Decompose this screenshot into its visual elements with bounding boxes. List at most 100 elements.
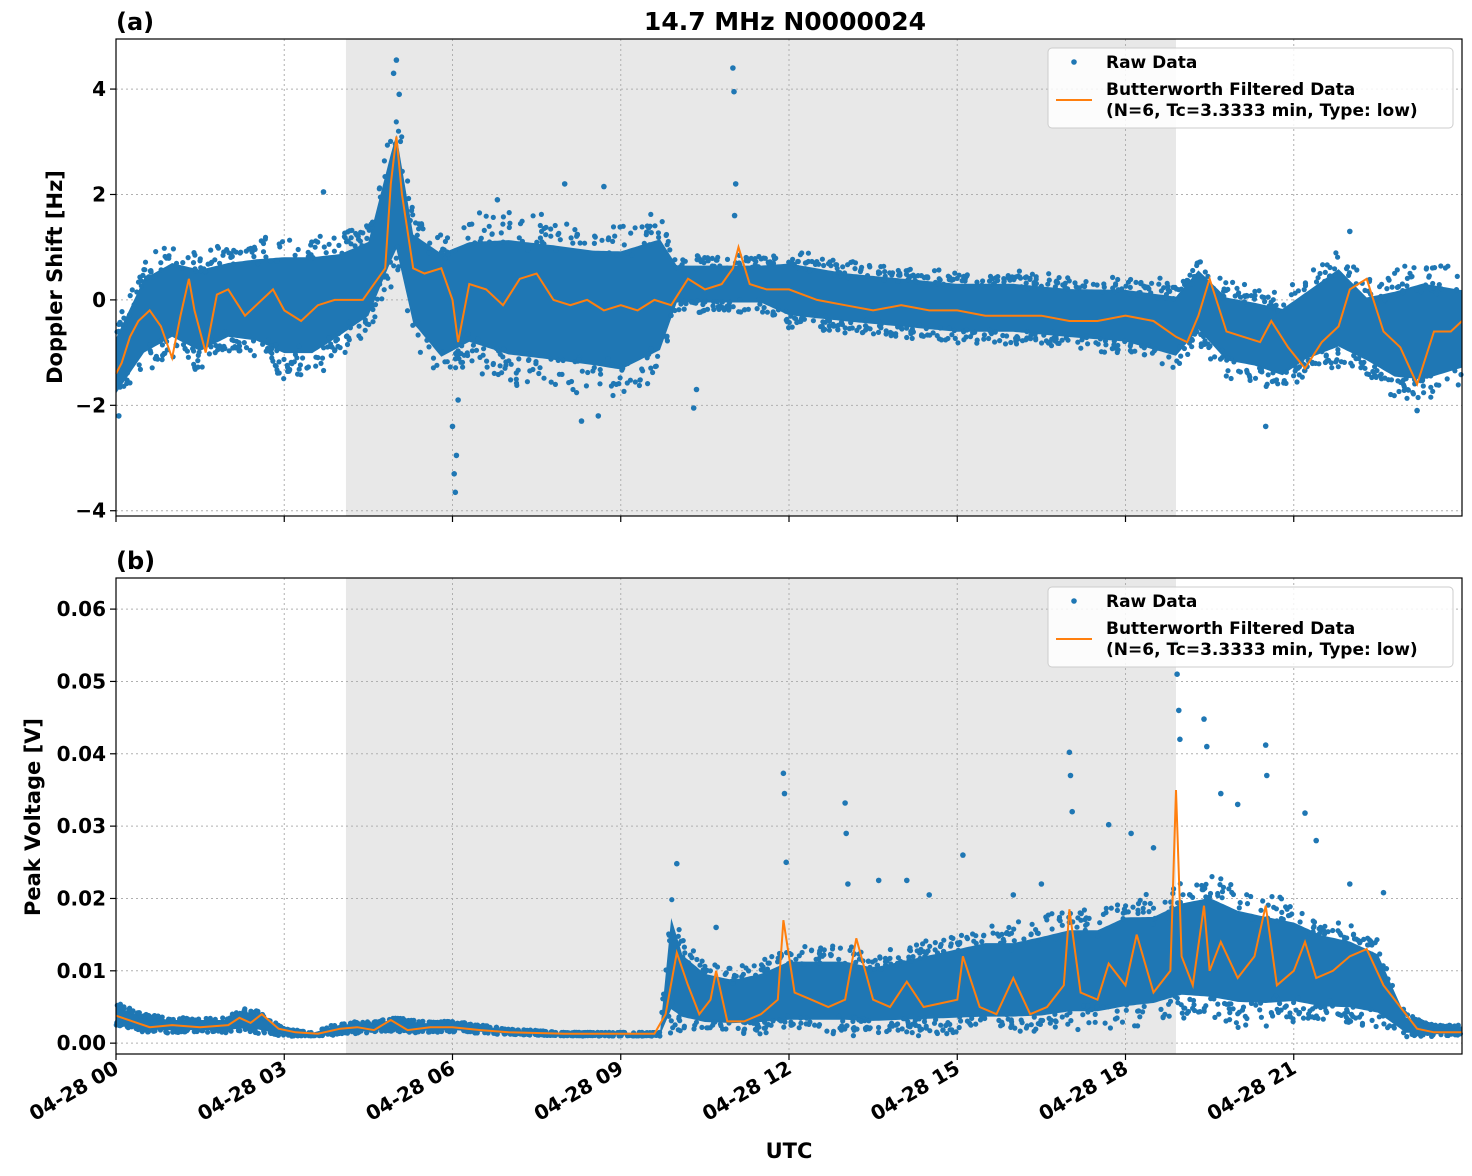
raw-data-point [491,370,497,376]
raw-data-point [1135,292,1141,298]
raw-data-point [741,1030,747,1036]
raw-data-point [1164,280,1170,286]
raw-data-point [497,363,503,369]
raw-data-point [830,943,836,949]
raw-data-point [492,240,498,247]
raw-data-point [1414,287,1420,293]
raw-data-point [158,267,164,273]
raw-data-point [1416,1017,1422,1023]
raw-data-point [802,944,808,950]
raw-data-point [1105,1004,1111,1010]
x-tick-label: 04-28 15 [866,1056,964,1126]
raw-data-point [190,346,196,352]
raw-data-point [1378,371,1384,377]
raw-data-point [465,235,471,241]
raw-data-point [716,306,722,312]
raw-data-point [1335,347,1341,353]
raw-data-point [818,324,824,330]
raw-data-point [672,307,678,314]
raw-data-point [1189,336,1195,342]
raw-data-point [719,299,725,305]
raw-data-point [1023,280,1029,286]
raw-data-point [669,1000,675,1006]
raw-data-point [1249,916,1255,922]
raw-data-point [731,976,737,982]
raw-data-point [1110,274,1116,280]
raw-data-point [1097,336,1103,342]
raw-data-point [1419,378,1425,384]
raw-data-point [500,239,506,245]
raw-data-point [1348,923,1354,929]
raw-data-point [373,1019,379,1025]
raw-data-point [694,298,701,304]
raw-data-point [1127,348,1133,354]
raw-data-point [1180,892,1186,898]
raw-data-point [1174,910,1180,916]
raw-data-point [381,158,387,164]
raw-data-point [994,931,1001,937]
raw-data-point [934,1029,940,1035]
raw-data-point [797,252,804,258]
raw-data-point [1381,297,1388,303]
raw-data-point [1156,281,1162,287]
raw-data-point [377,281,383,287]
raw-data-point [1310,1006,1316,1012]
raw-data-point [552,222,558,229]
raw-data-point [812,261,819,267]
raw-data-point [1265,372,1271,378]
raw-data-point [632,225,638,231]
raw-data-point [267,258,274,264]
raw-data-point [1247,374,1253,380]
raw-data-point [387,259,393,265]
raw-data-point [543,232,549,238]
raw-data-point [328,1031,335,1037]
raw-data-point [1181,345,1187,352]
raw-data-point [196,349,202,355]
raw-data-point [1230,891,1236,898]
raw-data-point [1225,286,1231,292]
raw-data-point [606,250,612,256]
raw-data-point [1031,1014,1037,1020]
raw-data-point [804,1015,810,1021]
raw-data-point [1190,267,1196,274]
raw-data-point [1278,1007,1284,1013]
raw-data-point [1351,352,1357,359]
raw-data-point [1075,339,1081,345]
raw-data-point [1002,341,1009,347]
raw-data-point [381,287,387,293]
raw-data-point [360,1019,366,1025]
raw-data-point [304,365,310,371]
raw-data-point [816,1023,822,1029]
raw-data-point [524,1027,530,1033]
raw-data-point [610,238,616,244]
raw-data-point [1166,909,1172,915]
raw-data-point [1136,1008,1142,1014]
raw-data-point [220,252,226,258]
raw-data-point [1318,1004,1324,1011]
raw-data-point [1181,1015,1187,1021]
chart-title: 14.7 MHz N0000024 [644,7,926,36]
raw-data-point [486,223,492,229]
raw-data-point [669,897,675,903]
raw-data-point [1283,369,1289,375]
raw-data-point [343,239,350,245]
raw-data-point [681,1023,688,1029]
raw-data-point [1065,1021,1071,1027]
raw-data-point [570,386,576,393]
raw-data-point [646,351,652,357]
raw-data-point [280,1032,287,1038]
raw-data-point [205,1029,211,1035]
raw-data-point [655,230,662,236]
raw-data-point [413,220,419,226]
raw-data-point [331,235,337,241]
raw-data-point [397,138,404,145]
raw-data-point [461,225,467,231]
filtered-line-a [115,136,1463,387]
raw-data-point [131,302,137,308]
raw-data-point [1237,900,1243,906]
raw-data-point [894,960,901,966]
raw-data-point [207,1015,213,1022]
raw-data-point [1388,377,1395,383]
raw-data-point [1385,976,1391,982]
